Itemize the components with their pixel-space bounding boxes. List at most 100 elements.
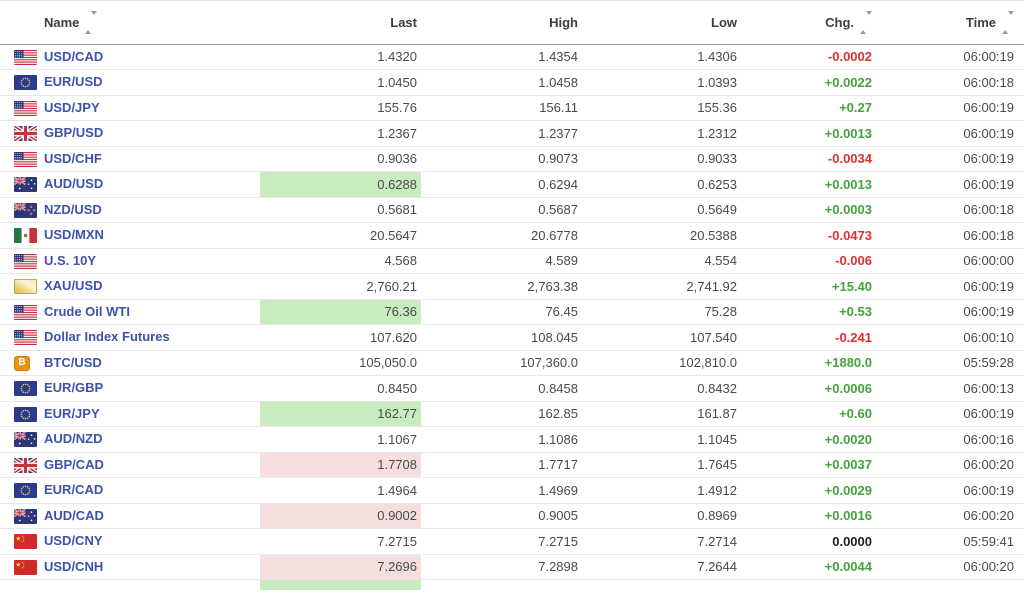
instrument-name[interactable]: Crude Oil WTI (44, 303, 130, 319)
column-header-low: Low (582, 1, 741, 45)
chg-value: +0.0013 (741, 120, 876, 146)
chg-value: +0.0006 (741, 375, 876, 401)
time-value: 06:00:19 (963, 49, 1014, 65)
low-value: 102,810.0 (582, 349, 741, 376)
instrument-name[interactable]: BTC/USD (44, 354, 102, 370)
low-value: 20.5388 (582, 222, 741, 248)
instrument-name[interactable]: EUR/GBP (44, 380, 104, 396)
high-value: 1.1086 (421, 426, 582, 452)
column-header-chg[interactable]: Chg. (741, 1, 876, 45)
table-row: XAU/USD 2,760.21 2,763.38 2,741.92 +15.4… (0, 273, 1024, 299)
column-header-high-label: High (549, 14, 578, 30)
last-value: 0.5681 (260, 196, 421, 223)
gold-flag-icon (14, 279, 37, 295)
instrument-name[interactable]: USD/CHF (44, 150, 102, 166)
low-value: 2,741.92 (582, 273, 741, 299)
table-row: USD/MXN 20.5647 20.6778 20.5388 -0.0473 … (0, 222, 1024, 248)
time-value: 06:00:19 (876, 145, 1024, 172)
low-value: 7.2644 (582, 553, 741, 580)
sort-icon[interactable] (85, 10, 98, 34)
low-value: 4.554 (582, 247, 741, 274)
instrument-name[interactable]: AUD/USD (44, 176, 104, 192)
time-value: 06:00:18 (876, 69, 1024, 95)
chg-value: +0.0022 (741, 69, 876, 95)
sort-icon[interactable] (1002, 10, 1014, 34)
last-value: 1.4320 (377, 49, 417, 65)
low-value: 0.5649 (582, 196, 741, 223)
instrument-name[interactable]: EUR/USD (44, 74, 103, 90)
last-value: 1.2367 (260, 120, 421, 146)
table-row: EUR/USD 1.0450 1.0458 1.0393 +0.0022 06:… (0, 69, 1024, 95)
sort-icon[interactable] (860, 10, 872, 34)
instrument-name[interactable]: USD/CAD (44, 48, 104, 64)
last-value: 0.6288 (260, 171, 421, 197)
column-header-time[interactable]: Time (876, 1, 1024, 45)
last-value: 7.2696 (260, 553, 421, 580)
low-value: 1.7645 (582, 451, 741, 478)
column-header-name[interactable]: Name (0, 1, 260, 45)
time-value: 06:00:20 (876, 451, 1024, 478)
instrument-name[interactable]: USD/CNH (44, 558, 104, 574)
table-row: AUD/CAD 0.9002 0.9005 0.8969 +0.0016 06:… (0, 502, 1024, 529)
chg-value: -0.241 (741, 324, 876, 350)
uk-flag-icon (14, 457, 37, 473)
cn-flag-icon (14, 559, 37, 575)
low-value: 0.6253 (582, 171, 741, 197)
instrument-name[interactable]: XAU/USD (44, 278, 103, 294)
table-row-cutoff (0, 579, 1024, 590)
low-value: 0.8432 (582, 375, 741, 401)
last-value: 7.2715 (260, 528, 421, 554)
au-flag-icon (14, 432, 37, 448)
high-value: 0.6294 (421, 171, 582, 197)
last-value: 4.568 (260, 247, 421, 274)
column-header-time-label: Time (965, 14, 996, 30)
instrument-name[interactable]: NZD/USD (44, 201, 102, 217)
instrument-name[interactable]: USD/CNY (44, 533, 103, 549)
time-value: 06:00:18 (876, 196, 1024, 223)
instrument-name[interactable]: U.S. 10Y (44, 252, 97, 268)
high-value: 107,360.0 (421, 349, 582, 376)
instrument-name[interactable]: USD/JPY (44, 99, 100, 115)
table-row: Dollar Index Futures 107.620 108.045 107… (0, 324, 1024, 350)
last-value: 1.1067 (260, 426, 421, 452)
low-value: 1.0393 (582, 69, 741, 95)
last-value: 20.5647 (260, 222, 421, 248)
instrument-name[interactable]: GBP/CAD (44, 456, 104, 472)
uk-flag-icon (14, 126, 37, 142)
instrument-name[interactable]: EUR/CAD (44, 482, 104, 498)
rates-table-header: Name Last High Low Chg. Time (0, 1, 1024, 45)
au-flag-icon (14, 177, 37, 193)
low-value: 1.2312 (582, 120, 741, 146)
chg-value: +0.27 (741, 94, 876, 121)
column-header-low-label: Low (711, 14, 737, 30)
table-row: USD/CNH 7.2696 7.2898 7.2644 +0.0044 06:… (0, 553, 1024, 580)
last-value: 0.9002 (260, 502, 421, 529)
low-value: 1.4306 (697, 49, 737, 65)
table-row: GBP/USD 1.2367 1.2377 1.2312 +0.0013 06:… (0, 120, 1024, 146)
instrument-name[interactable]: EUR/JPY (44, 405, 100, 421)
low-value: 0.9033 (582, 145, 741, 172)
instrument-name[interactable]: GBP/USD (44, 125, 104, 141)
time-value: 06:00:10 (876, 324, 1024, 350)
time-value: 06:00:19 (876, 94, 1024, 121)
instrument-name[interactable]: AUD/CAD (44, 507, 104, 523)
time-value: 06:00:18 (876, 222, 1024, 248)
instrument-name[interactable]: USD/MXN (44, 227, 104, 243)
rates-table-body: USD/CAD 1.4320 1.4354 1.4306 -0.0002 06:… (0, 44, 1024, 590)
chg-value: -0.0002 (827, 49, 872, 65)
chg-value: -0.0034 (741, 145, 876, 172)
high-value: 4.589 (421, 247, 582, 274)
time-value: 05:59:28 (876, 349, 1024, 376)
btc-flag-icon: B (14, 355, 37, 371)
table-row: USD/CAD 1.4320 1.4354 1.4306 -0.0002 06:… (0, 44, 1024, 70)
instrument-name[interactable]: Dollar Index Futures (44, 329, 170, 345)
time-value: 06:00:19 (876, 400, 1024, 427)
last-value: 162.77 (260, 400, 421, 427)
table-row: Crude Oil WTI 76.36 76.45 75.28 +0.53 06… (0, 298, 1024, 325)
table-row: EUR/JPY 162.77 162.85 161.87 +0.60 06:00… (0, 400, 1024, 427)
instrument-name[interactable]: AUD/NZD (44, 431, 103, 447)
chg-value: +15.40 (741, 273, 876, 299)
time-value: 06:00:19 (876, 171, 1024, 197)
us-flag-icon (14, 151, 37, 167)
high-value: 1.2377 (421, 120, 582, 146)
